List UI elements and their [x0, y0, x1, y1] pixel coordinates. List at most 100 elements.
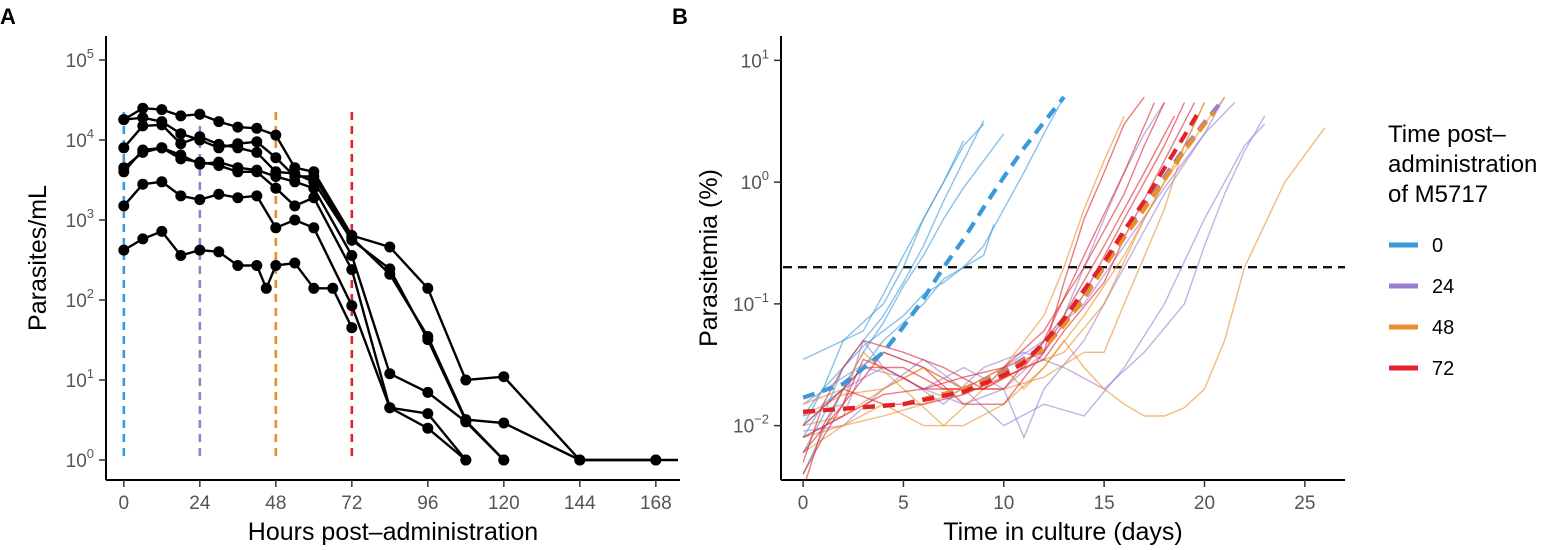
- fit-line-72h: [802, 107, 1203, 414]
- data-point: [194, 194, 206, 206]
- data-point: [422, 282, 434, 294]
- data-point: [251, 260, 263, 271]
- x-tick-label: 10: [993, 493, 1014, 514]
- data-point: [308, 282, 320, 294]
- culture-trace-0h: [802, 140, 965, 361]
- data-point: [260, 282, 272, 294]
- data-point: [346, 264, 358, 276]
- culture-trace-72h: [802, 96, 1145, 475]
- data-point: [232, 121, 244, 133]
- data-point: [498, 417, 510, 429]
- data-point: [137, 233, 149, 245]
- data-point: [232, 142, 244, 154]
- y-tick-label: 10−2: [733, 412, 769, 438]
- data-point: [289, 176, 301, 188]
- data-point: [156, 142, 168, 154]
- data-point: [346, 250, 358, 261]
- data-point: [156, 225, 168, 237]
- data-point: [498, 371, 510, 383]
- series-line-3: [122, 123, 505, 461]
- data-point: [270, 222, 282, 234]
- data-point: [232, 260, 244, 271]
- data-point: [270, 182, 282, 194]
- data-point: [460, 374, 472, 386]
- x-tick-label: 5: [898, 493, 909, 514]
- data-point: [213, 138, 225, 150]
- panel-a-y-label: Parasites/mL: [24, 185, 52, 331]
- data-point: [650, 454, 662, 466]
- data-point: [137, 102, 149, 114]
- panel-b-y-label: Parasitemia (%): [695, 169, 723, 347]
- data-point: [194, 156, 206, 168]
- data-point: [213, 246, 225, 258]
- data-point: [118, 162, 130, 174]
- data-point: [384, 368, 396, 380]
- culture-trace-0h: [802, 224, 995, 438]
- culture-trace-24h: [802, 102, 1165, 427]
- data-point: [289, 257, 301, 269]
- data-point: [270, 129, 282, 141]
- data-point: [251, 190, 263, 202]
- y-tick-label: 10−1: [733, 290, 769, 316]
- y-tick-label: 101: [741, 46, 769, 72]
- x-tick-label: 0: [798, 493, 809, 514]
- data-point: [270, 152, 282, 164]
- data-point: [270, 171, 282, 182]
- panel-label-a: A: [0, 4, 16, 29]
- legend-label-24: 24: [1432, 276, 1454, 298]
- legend-title-line-3: of M5717: [1388, 181, 1488, 208]
- data-point: [118, 200, 130, 212]
- culture-trace-24h: [802, 102, 1236, 440]
- series-line-4: [122, 146, 505, 461]
- data-point: [346, 322, 358, 334]
- data-point: [118, 142, 130, 154]
- culture-trace-0h: [802, 120, 985, 454]
- data-point: [460, 454, 472, 466]
- y-tick-label: 100: [66, 446, 94, 472]
- data-point: [498, 454, 510, 466]
- data-point: [422, 422, 434, 434]
- data-point: [194, 108, 206, 120]
- data-point: [289, 214, 301, 226]
- data-point: [213, 188, 225, 200]
- data-point: [156, 119, 168, 131]
- data-point: [175, 138, 187, 150]
- x-tick-label: 20: [1194, 493, 1215, 514]
- data-point: [232, 166, 244, 178]
- data-point: [194, 244, 206, 256]
- x-tick-label: 144: [564, 493, 596, 514]
- x-tick-label: 25: [1294, 493, 1315, 514]
- data-point: [137, 146, 149, 158]
- culture-trace-0h: [802, 133, 1005, 475]
- data-point: [156, 176, 168, 188]
- data-point: [194, 131, 206, 143]
- x-tick-label: 72: [341, 493, 362, 514]
- data-point: [384, 241, 396, 253]
- x-tick-label: 0: [119, 493, 130, 514]
- panel-b-x-label: Time in culture (days): [943, 518, 1182, 546]
- data-point: [175, 250, 187, 261]
- y-tick-label: 104: [66, 126, 94, 152]
- data-point: [422, 334, 434, 346]
- y-tick-label: 102: [66, 286, 94, 312]
- legend: Time post– administration of M5717 0 24 48…: [1388, 121, 1537, 380]
- legend-title-line-1: Time post–: [1388, 121, 1506, 148]
- legend-label-48: 48: [1432, 317, 1454, 339]
- data-point: [422, 386, 434, 398]
- data-point: [213, 160, 225, 171]
- x-tick-label: 24: [189, 493, 211, 514]
- fit-line-0h: [802, 95, 1066, 400]
- panel-b-chart: 0 5 10 15 20 25 10−2 10−1 100 101 Time in cultur…: [695, 36, 1345, 546]
- data-point: [232, 192, 244, 204]
- x-tick-label: 120: [488, 493, 520, 514]
- x-tick-label: 15: [1094, 493, 1115, 514]
- data-point: [137, 120, 149, 132]
- data-point: [118, 244, 130, 256]
- culture-trace-24h: [802, 115, 1266, 439]
- legend-label-72: 72: [1432, 358, 1454, 380]
- data-point: [175, 128, 187, 140]
- y-tick-label: 100: [741, 168, 769, 194]
- data-point: [175, 190, 187, 202]
- data-point: [308, 182, 320, 194]
